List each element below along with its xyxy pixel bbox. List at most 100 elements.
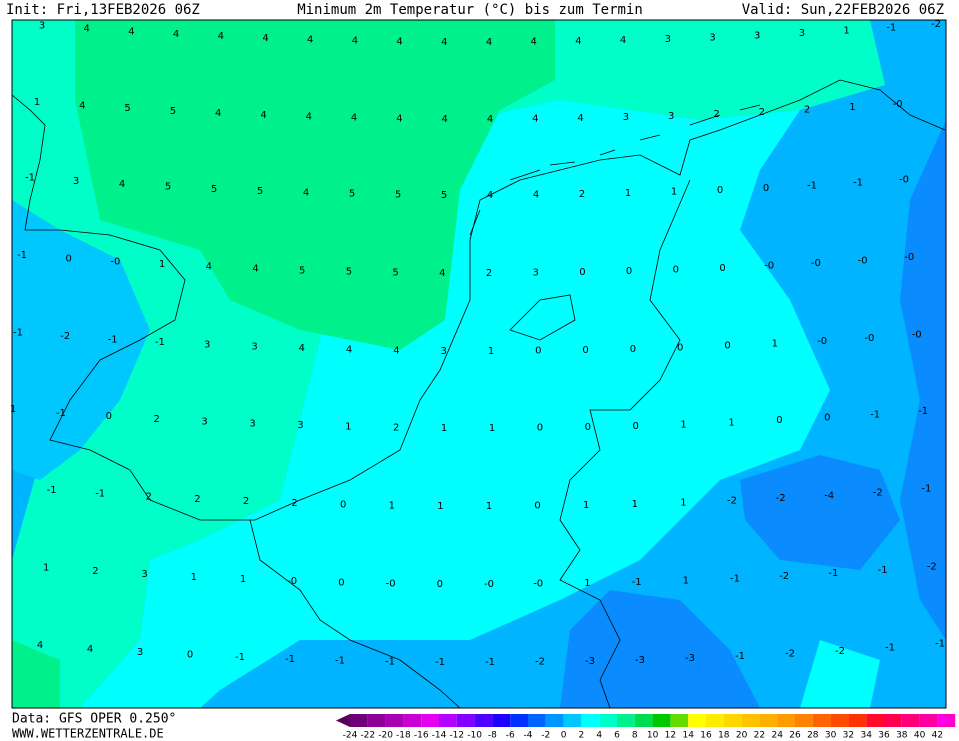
- grid-value: 1: [772, 338, 778, 349]
- grid-value: -1: [47, 485, 57, 496]
- legend-arrow: [336, 714, 350, 727]
- grid-value: -0: [864, 333, 874, 344]
- legend-tick-label: 34: [860, 731, 872, 741]
- legend-tick-label: 10: [647, 731, 659, 741]
- legend-box: [688, 714, 706, 727]
- coastline: [12, 79, 946, 521]
- grid-value: -2: [776, 493, 786, 504]
- grid-value: 0: [626, 266, 632, 277]
- grid-value: 1: [728, 418, 734, 429]
- grid-value: 1: [191, 572, 197, 583]
- field: [80, 100, 830, 708]
- grid-value: -1: [235, 652, 245, 663]
- grid-value: 2: [154, 414, 160, 425]
- legend-tick-label: -22: [360, 731, 375, 741]
- grid-value: 0: [677, 343, 683, 354]
- grid-value: -2: [873, 487, 883, 498]
- grid-value: 0: [534, 501, 540, 512]
- grid-value: 1: [240, 574, 246, 585]
- grid-value: 4: [396, 36, 402, 47]
- legend-tick-label: 12: [665, 731, 676, 741]
- grid-value: 2: [579, 189, 585, 200]
- legend-box: [474, 714, 493, 727]
- grid-value: -1: [807, 180, 817, 191]
- grid-value: 4: [575, 36, 581, 47]
- map-fields: [12, 20, 946, 708]
- grid-value: 1: [437, 501, 443, 512]
- grid-value: 3: [73, 176, 79, 187]
- legend-tick-label: -8: [488, 731, 497, 741]
- grid-value: -1: [870, 409, 880, 420]
- legend-box: [670, 714, 689, 727]
- legend-box: [634, 714, 653, 727]
- grid-value: -0: [484, 579, 494, 590]
- grid-value: 0: [630, 344, 636, 355]
- grid-value: -1: [828, 568, 838, 579]
- grid-value: 4: [128, 26, 134, 37]
- grid-value: -3: [585, 656, 595, 667]
- grid-value: 0: [437, 579, 443, 590]
- grid-value: -0: [287, 576, 297, 587]
- grid-value: 4: [79, 100, 85, 111]
- grid-value: -3: [635, 655, 645, 666]
- grid-value: 4: [487, 114, 493, 125]
- grid-value: 5: [346, 267, 352, 278]
- grid-value: 5: [395, 189, 401, 200]
- grid-value: 2: [804, 105, 810, 116]
- legend-box: [830, 714, 849, 727]
- legend-box: [492, 714, 511, 727]
- grid-value: 5: [299, 265, 305, 276]
- grid-value: -0: [386, 578, 396, 589]
- grid-value: -4: [824, 490, 834, 501]
- grid-value: 4: [531, 37, 537, 48]
- grid-value: 0: [187, 650, 193, 661]
- grid-value: 3: [251, 342, 257, 353]
- legend-box: [812, 714, 831, 727]
- grid-value: -0: [811, 258, 821, 269]
- legend-box: [652, 714, 671, 727]
- grid-value: -0: [817, 336, 827, 347]
- legend-box: [741, 714, 760, 727]
- legend-tick-label: 18: [718, 731, 730, 741]
- legend-tick-label: 36: [878, 731, 890, 741]
- border: [559, 179, 691, 708]
- grid-value: -2: [931, 19, 941, 30]
- grid-value: 4: [620, 35, 626, 46]
- site-label: WWW.WETTERZENTRALE.DE: [12, 727, 164, 741]
- legend-box: [919, 714, 938, 727]
- legend-tick-label: 32: [843, 731, 854, 741]
- grid-value: 4: [84, 24, 90, 35]
- grid-value: 0: [719, 263, 725, 274]
- grid-value: 5: [165, 182, 171, 193]
- legend-tick-label: 40: [914, 731, 926, 741]
- legend-box: [759, 714, 778, 727]
- legend-tick-label: -6: [506, 731, 515, 741]
- grid-value: -3: [685, 653, 695, 664]
- grid-value: 0: [776, 415, 782, 426]
- grid-value: 2: [713, 109, 719, 120]
- grid-value: -1: [735, 651, 745, 662]
- grid-value: 1: [625, 188, 631, 199]
- grid-value: -2: [785, 649, 795, 660]
- field: [12, 640, 60, 708]
- legend-box: [777, 714, 795, 727]
- grid-value: -1: [935, 639, 945, 650]
- legend-tick-label: -10: [467, 731, 482, 741]
- grid-value: -2: [779, 571, 789, 582]
- legend-box: [367, 714, 386, 727]
- grid-value: 4: [486, 37, 492, 48]
- grid-value: 4: [487, 190, 493, 201]
- grid-value: -0: [533, 579, 543, 590]
- grid-value: 1: [489, 423, 495, 434]
- legend-tick-label: 20: [736, 731, 748, 741]
- grid-value: 0: [763, 183, 769, 194]
- grid-value: 0: [582, 345, 588, 356]
- grid-value: 4: [441, 37, 447, 48]
- grid-value: 4: [206, 262, 212, 273]
- grid-value: 2: [92, 566, 98, 577]
- lake: [509, 294, 576, 341]
- legend-box: [528, 714, 546, 727]
- grid-value: 1: [10, 404, 16, 415]
- grid-value: 2: [393, 422, 399, 433]
